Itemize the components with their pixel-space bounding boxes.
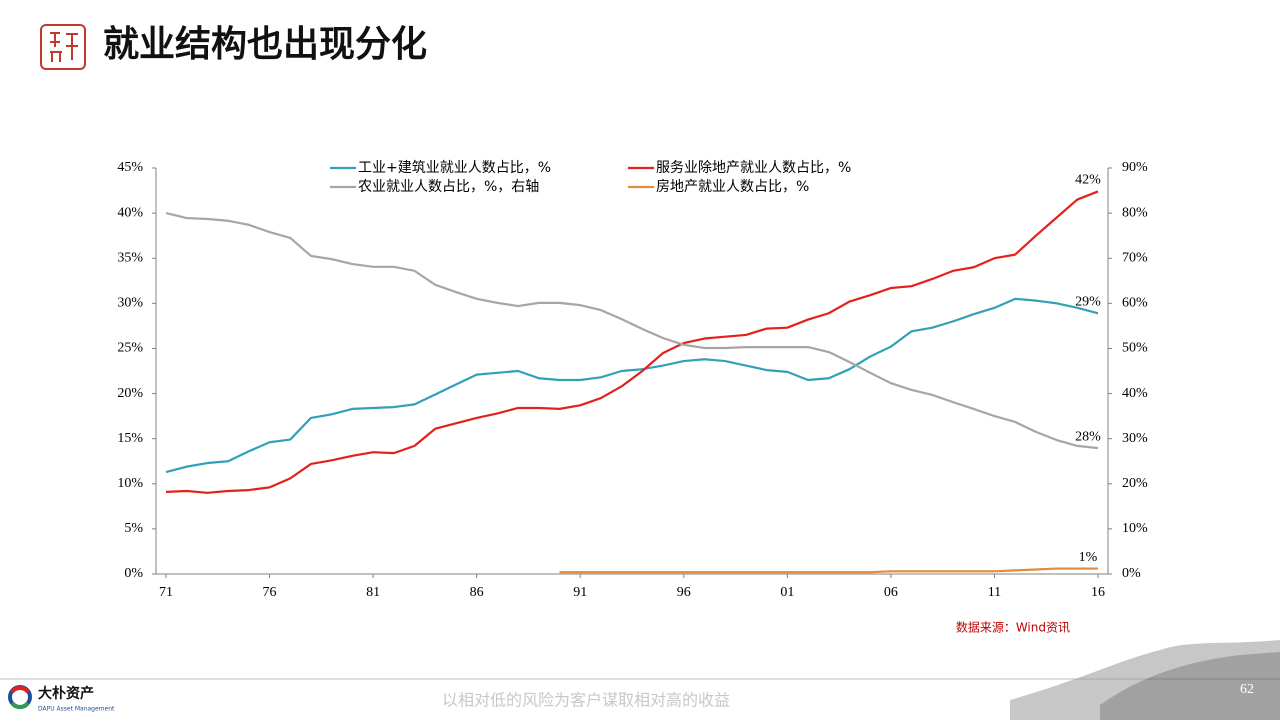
- y2-tick-label: 70%: [1122, 250, 1148, 265]
- x-tick-label: 11: [988, 585, 1001, 600]
- legend-label: 工业+建筑业就业人数占比，%: [358, 160, 551, 176]
- y2-tick-label: 20%: [1122, 476, 1148, 491]
- y-tick-label: 20%: [117, 386, 143, 401]
- x-tick-label: 91: [573, 585, 587, 600]
- source: 数据来源：Wind资讯: [956, 620, 1070, 635]
- x-tick-label: 86: [470, 585, 484, 600]
- series-line: [165, 212, 1099, 450]
- y-tick-label: 30%: [117, 296, 143, 311]
- y2-tick-label: 80%: [1122, 205, 1148, 220]
- y-tick-label: 35%: [117, 250, 143, 265]
- y-tick-label: 25%: [117, 341, 143, 356]
- y-tick-label: 10%: [117, 476, 143, 491]
- value-label: 42%: [1075, 173, 1101, 188]
- series-line: [559, 567, 1098, 574]
- value-label: 29%: [1075, 294, 1101, 309]
- y2-tick-label: 30%: [1122, 431, 1148, 446]
- legend-label: 农业就业人数占比，%，右轴: [358, 179, 539, 195]
- brand-en: DAPU Asset Management: [38, 706, 115, 713]
- y-tick-label: 40%: [117, 205, 143, 220]
- brand-logo: [8, 685, 32, 709]
- slogan: 以相对低的风险为客户谋取相对高的收益: [442, 691, 730, 710]
- x-tick-label: 96: [677, 585, 691, 600]
- y-tick-label: 45%: [117, 160, 143, 175]
- seal-logo: [40, 24, 86, 70]
- series-line: [165, 297, 1099, 474]
- page-number: 62: [1240, 682, 1254, 697]
- y-tick-label: 15%: [117, 431, 143, 446]
- legend-label: 服务业除地产就业人数占比，%: [656, 160, 851, 176]
- legend-label: 房地产就业人数占比，%: [656, 179, 809, 195]
- brand: 大朴资产: [38, 685, 94, 702]
- x-tick-label: 76: [263, 585, 277, 600]
- y2-tick-label: 60%: [1122, 296, 1148, 311]
- ink-mountain: [1010, 640, 1280, 720]
- y2-tick-label: 10%: [1122, 521, 1148, 536]
- value-label: 1%: [1079, 550, 1098, 565]
- y-tick-label: 0%: [124, 566, 143, 581]
- x-tick-label: 06: [884, 585, 898, 600]
- y2-tick-label: 50%: [1122, 341, 1148, 356]
- plot: 0% 5% 10% 15% 20% 25% 30% 35% 40% 45% 0% 10% 20% 30% 4…: [117, 160, 1148, 600]
- y2-tick-label: 90%: [1122, 160, 1148, 175]
- y2-tick-label: 0%: [1122, 566, 1141, 581]
- series-line: [165, 190, 1099, 494]
- x-tick-label: 81: [366, 585, 380, 600]
- x-tick-label: 71: [159, 585, 173, 600]
- x-tick-label: 16: [1091, 585, 1105, 600]
- y2-tick-label: 40%: [1122, 386, 1148, 401]
- x-tick-label: 01: [780, 585, 794, 600]
- slide-title: 就业结构也出现分化: [103, 24, 427, 65]
- y-tick-label: 5%: [124, 521, 143, 536]
- value-label: 28%: [1075, 429, 1101, 444]
